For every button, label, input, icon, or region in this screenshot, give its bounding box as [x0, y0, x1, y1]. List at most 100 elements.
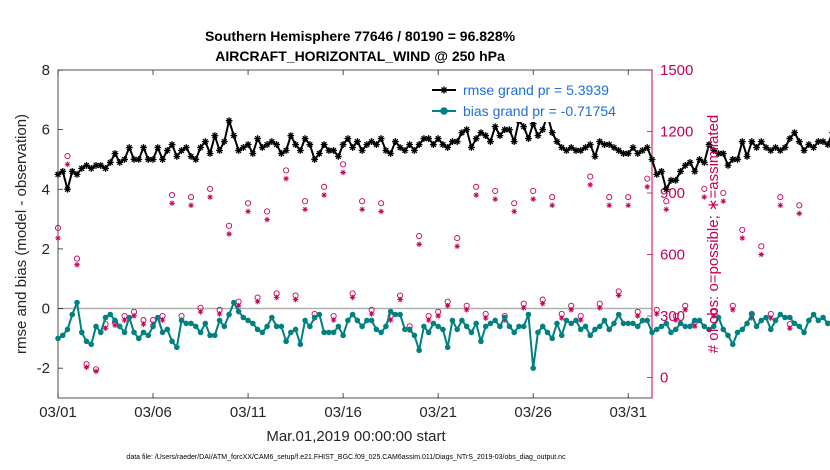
rmse-point — [572, 147, 580, 154]
bias-point — [140, 329, 147, 336]
obs-assimilated-point — [748, 315, 755, 321]
rmse-point — [415, 141, 423, 148]
obs-assimilated-point — [729, 307, 736, 313]
obs-assimilated-point — [644, 184, 651, 190]
y-right-tick-label: 1500 — [660, 62, 693, 79]
bias-point — [454, 326, 460, 333]
bias-point — [663, 320, 670, 327]
obs-possible-point — [701, 185, 708, 192]
obs-assimilated-point — [796, 210, 803, 217]
obs-possible-point — [511, 200, 518, 207]
rmse-point — [320, 141, 328, 148]
rmse-point — [724, 162, 732, 169]
y-left-tick-label: 8 — [42, 62, 50, 79]
bias-point — [302, 317, 308, 324]
rmse-point — [311, 156, 319, 163]
bias-point — [435, 323, 441, 330]
error-series — [54, 111, 830, 371]
chart-title-line-1: Southern Hemisphere 77646 / 80190 = 96.8… — [205, 28, 516, 44]
rmse-point — [610, 144, 618, 151]
rmse-point — [83, 162, 90, 169]
rmse-point — [715, 150, 722, 157]
bias-point — [97, 329, 104, 336]
bias-point — [449, 317, 456, 324]
obs-possible-point — [207, 185, 214, 192]
bias-point — [74, 299, 80, 306]
bias-point — [468, 329, 475, 336]
bias-point — [416, 347, 422, 354]
bias-point — [278, 323, 285, 330]
rmse-point — [382, 147, 390, 154]
x-tick-label: 03/06 — [134, 404, 172, 421]
bias-point — [577, 326, 584, 333]
obs-possible-point — [54, 224, 62, 231]
bias-point — [169, 338, 175, 345]
bias-point — [378, 329, 384, 336]
obs-possible-point — [720, 189, 727, 197]
bias-point — [696, 317, 703, 324]
obs-assimilated-point — [787, 325, 793, 332]
rmse-point — [824, 141, 830, 148]
rmse-point — [800, 147, 808, 154]
x-tick-label: 03/01 — [39, 404, 77, 421]
obs-assimilated-point — [720, 198, 727, 204]
rmse-point — [634, 150, 642, 157]
bias-point — [154, 314, 161, 321]
obs-possible-point — [796, 202, 803, 209]
bias-point — [440, 326, 446, 333]
obs-assimilated-point — [425, 317, 432, 323]
bias-point — [549, 335, 556, 342]
rmse-point — [819, 138, 827, 145]
obs-assimilated-point — [302, 206, 308, 213]
obs-assimilated-point — [482, 315, 489, 321]
bias-point — [729, 341, 736, 348]
obs-assimilated-point — [112, 322, 118, 329]
bias-point — [459, 317, 465, 324]
bias-point — [611, 320, 617, 327]
obs-possible-point — [644, 175, 651, 182]
bias-point — [825, 320, 830, 327]
rmse-point — [254, 135, 261, 142]
bias-point — [506, 323, 513, 330]
bias-point — [691, 317, 698, 324]
rmse-point — [387, 150, 395, 157]
obs-possible-point — [340, 161, 347, 168]
obs-assimilated-point — [768, 315, 774, 321]
rmse-point — [377, 135, 385, 142]
bias-point — [83, 338, 90, 345]
rmse-point — [349, 144, 357, 151]
obs-assimilated-point — [634, 313, 641, 319]
rmse-point — [358, 147, 366, 154]
obs-assimilated-point — [330, 317, 337, 323]
rmse-point — [411, 147, 418, 154]
rmse-point — [401, 147, 409, 154]
rmse-point — [582, 144, 589, 151]
rmse-point — [696, 156, 703, 163]
rmse-point — [73, 170, 81, 178]
rmse-point — [178, 147, 185, 154]
bias-point — [820, 314, 826, 321]
bias-point — [530, 365, 536, 371]
rmse-point — [553, 138, 561, 145]
x-axis-label: Mar.01,2019 00:00:00 start — [266, 428, 446, 445]
obs-assimilated-point — [530, 196, 536, 202]
bias-point — [321, 329, 327, 336]
rmse-point — [140, 144, 147, 151]
rmse-point — [339, 141, 347, 148]
obs-assimilated-point — [349, 294, 356, 301]
obs-assimilated-point — [387, 317, 394, 323]
obs-assimilated-point — [682, 307, 689, 313]
bias-point — [126, 314, 133, 321]
bias-point — [753, 323, 760, 330]
rmse-point — [444, 144, 452, 151]
bias-point — [606, 326, 613, 333]
bias-point — [121, 329, 128, 336]
rmse-point — [639, 147, 646, 154]
bias-point — [311, 314, 318, 321]
rmse-point — [719, 150, 727, 157]
bias-point — [264, 323, 270, 330]
bias-point — [620, 320, 627, 327]
bias-point — [444, 344, 451, 351]
rmse-point — [772, 144, 779, 151]
